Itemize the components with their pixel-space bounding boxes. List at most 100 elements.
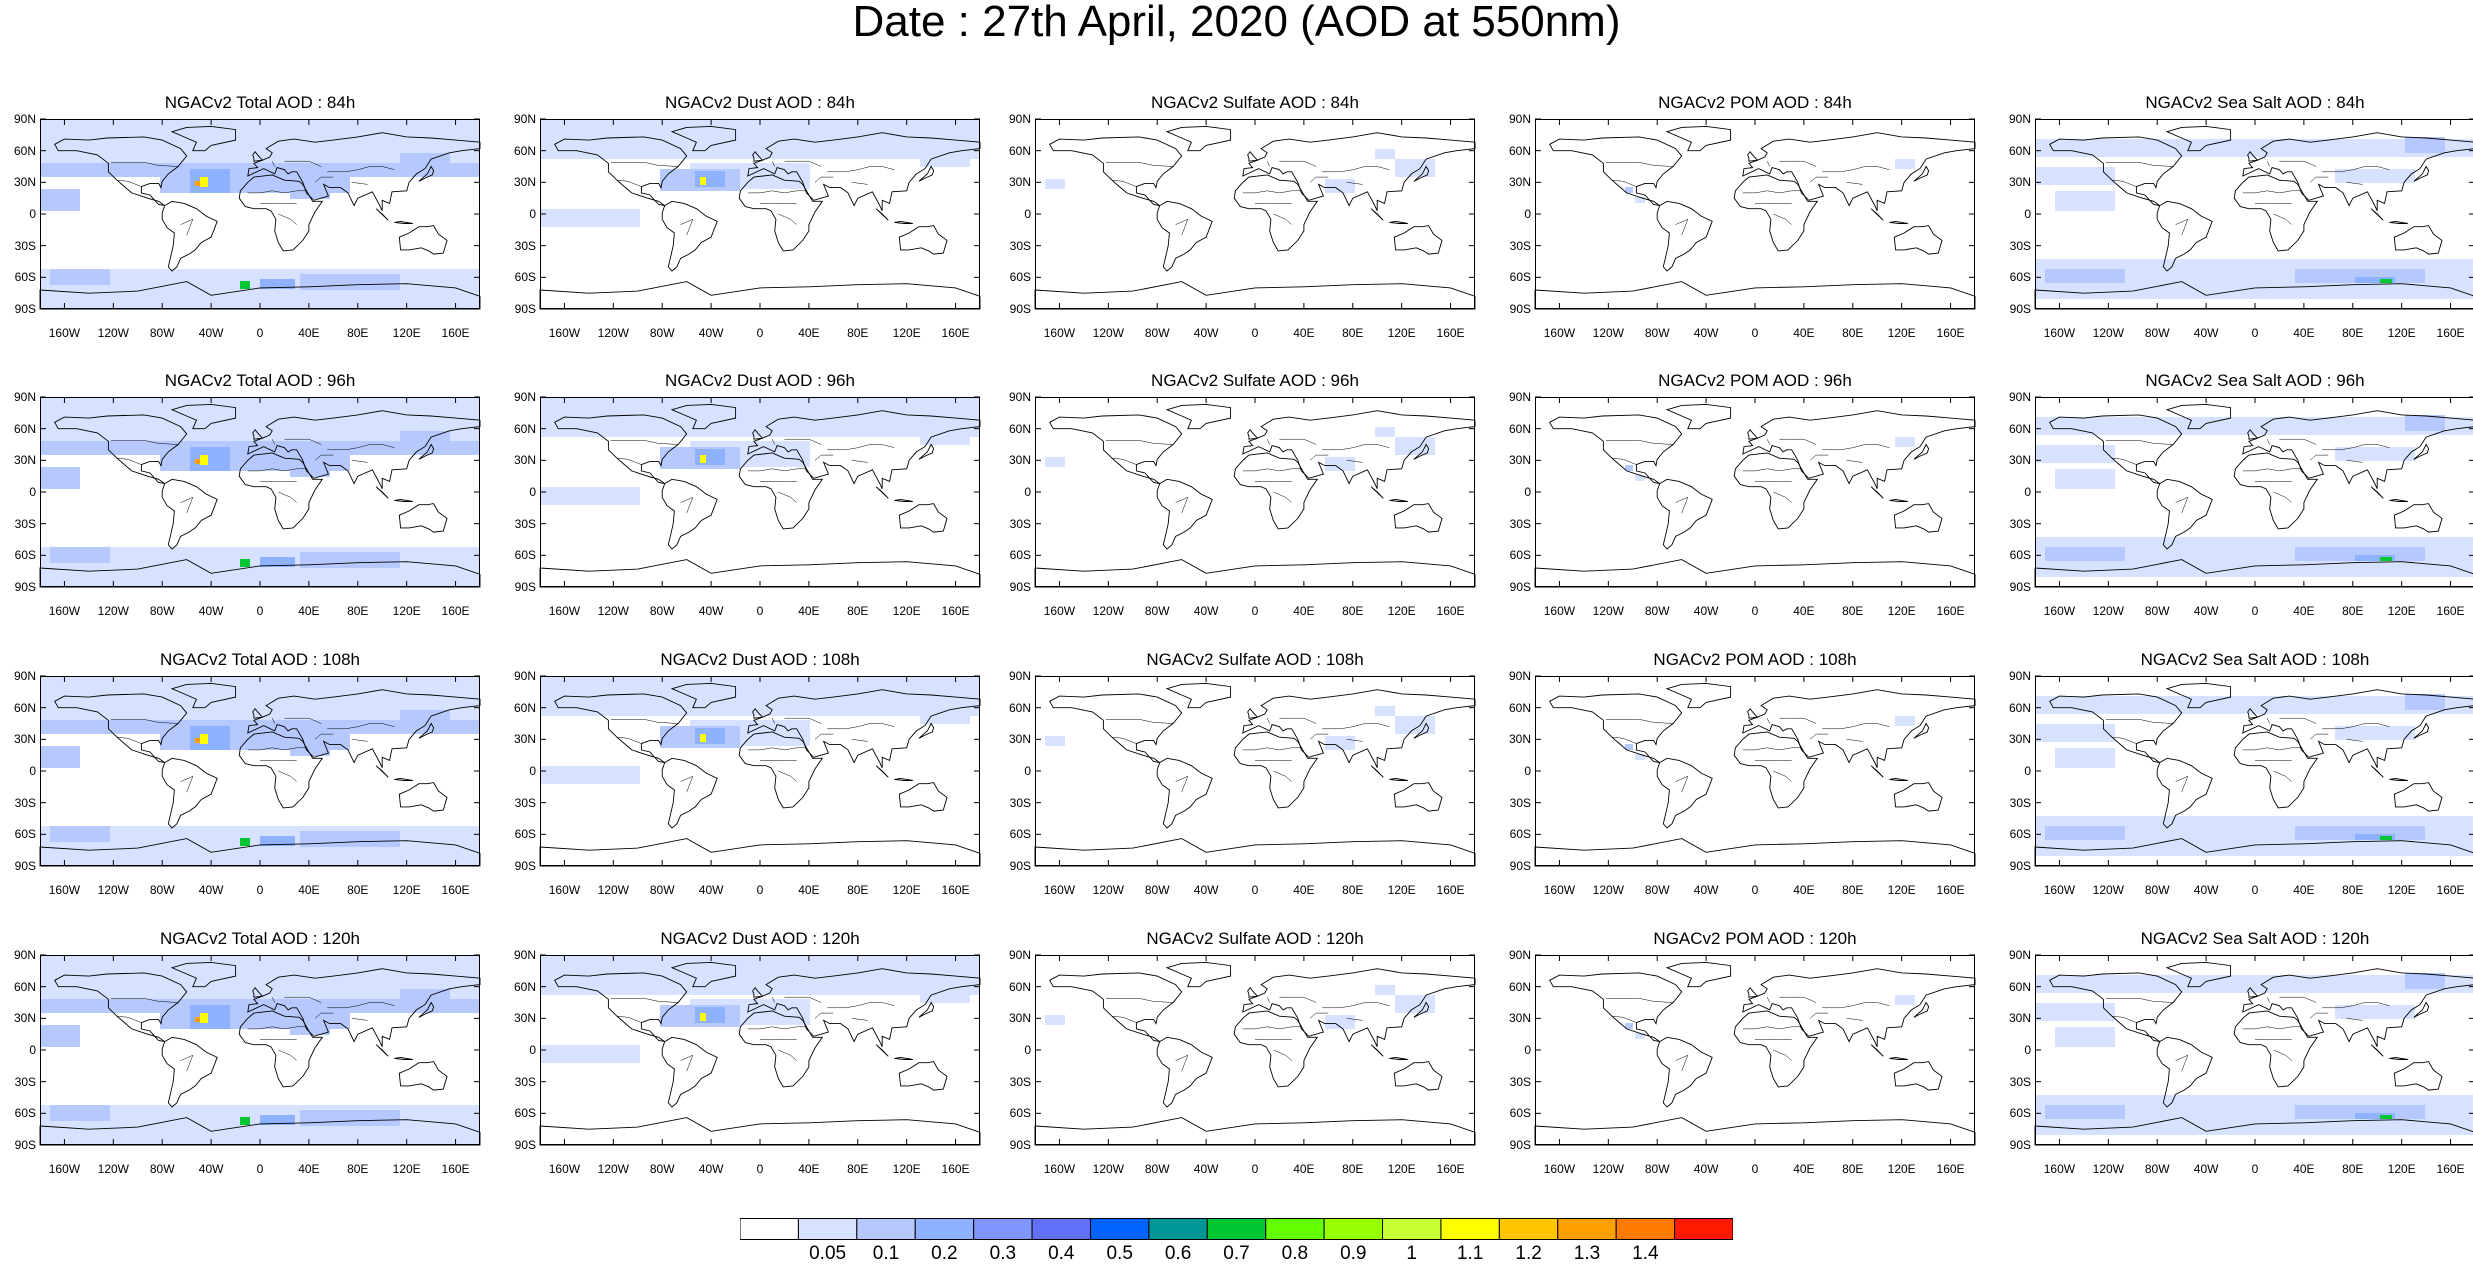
map-frame	[540, 676, 980, 866]
lat-label: 60N	[1995, 423, 2031, 435]
lat-label: 90N	[0, 949, 36, 961]
colorbar-label: 0.9	[1328, 1244, 1378, 1263]
lon-label: 0	[735, 884, 785, 896]
aod-field	[540, 766, 640, 784]
lon-label: 120E	[2377, 605, 2427, 617]
lon-label: 160E	[2426, 1163, 2473, 1175]
aod-map	[1535, 397, 1975, 587]
aod-map	[540, 676, 980, 866]
lat-label: 90N	[995, 670, 1031, 682]
lon-label: 160W	[539, 1163, 589, 1175]
lon-label: 80W	[137, 1163, 187, 1175]
lat-label: 90N	[995, 949, 1031, 961]
aod-field	[1395, 159, 1435, 177]
lat-label: 30S	[1495, 518, 1531, 530]
colorbar-segment	[1090, 1219, 1148, 1240]
lat-label: 90S	[500, 860, 536, 872]
aod-field	[1045, 457, 1065, 467]
map-frame	[40, 676, 480, 866]
map-frame	[1535, 955, 1975, 1145]
map-frame	[540, 397, 980, 587]
lon-label: 160W	[1034, 884, 1084, 896]
lon-label: 160E	[1426, 605, 1476, 617]
lon-label: 40W	[1181, 1163, 1231, 1175]
lon-label: 0	[1230, 1163, 1280, 1175]
panel-title: NGACv2 Sea Salt AOD : 84h	[2035, 93, 2473, 113]
lon-label: 40E	[1279, 884, 1329, 896]
lon-label: 80E	[333, 1163, 383, 1175]
lat-label: 60N	[0, 702, 36, 714]
lon-label: 80E	[1328, 605, 1378, 617]
lon-label: 120E	[1377, 327, 1427, 339]
colorbar-segment	[740, 1219, 798, 1240]
lat-label: 90N	[995, 113, 1031, 125]
lon-label: 40W	[2181, 605, 2231, 617]
lon-label: 40E	[284, 327, 334, 339]
aod-field	[1635, 754, 1645, 760]
panel-title: NGACv2 POM AOD : 96h	[1535, 371, 1975, 391]
colorbar-label: 1	[1387, 1244, 1437, 1263]
map-background	[1535, 955, 1975, 1145]
lat-label: 30S	[500, 797, 536, 809]
lon-label: 120E	[1877, 884, 1927, 896]
lon-label: 80E	[333, 605, 383, 617]
lat-label: 90N	[1495, 949, 1531, 961]
lon-label: 120E	[1377, 1163, 1427, 1175]
lat-label: 30N	[1495, 733, 1531, 745]
aod-field	[1045, 736, 1065, 746]
lon-label: 0	[1730, 327, 1780, 339]
lat-label: 90S	[995, 581, 1031, 593]
lat-label: 0	[995, 765, 1031, 777]
lon-label: 120W	[588, 1163, 638, 1175]
colorbar-label: 0.7	[1212, 1244, 1262, 1263]
aod-field	[200, 177, 208, 187]
lon-label: 160W	[1534, 327, 1584, 339]
lat-label: 30N	[500, 733, 536, 745]
map-frame	[40, 955, 480, 1145]
lon-label: 40E	[784, 1163, 834, 1175]
colorbar-segment	[915, 1219, 973, 1240]
lon-label: 40W	[1181, 327, 1231, 339]
lon-label: 160W	[39, 605, 89, 617]
map-frame	[1035, 119, 1475, 309]
lat-label: 30N	[1995, 733, 2031, 745]
aod-field	[2335, 447, 2415, 461]
aod-map	[40, 955, 480, 1145]
colorbar-label: 0.5	[1095, 1244, 1145, 1263]
lon-label: 80E	[1328, 1163, 1378, 1175]
lat-label: 60N	[500, 981, 536, 993]
lat-label: 90S	[995, 303, 1031, 315]
lon-label: 120E	[2377, 327, 2427, 339]
lon-label: 80W	[1632, 327, 1682, 339]
lon-label: 120E	[882, 327, 932, 339]
lat-label: 30S	[1995, 518, 2031, 530]
aod-map	[40, 397, 480, 587]
lat-label: 60S	[1495, 1107, 1531, 1119]
lat-label: 60S	[1495, 549, 1531, 561]
lon-label: 160W	[539, 884, 589, 896]
aod-field	[300, 274, 400, 290]
lat-label: 30S	[0, 797, 36, 809]
lat-label: 0	[1995, 486, 2031, 498]
lat-label: 90S	[500, 1139, 536, 1151]
aod-field	[2035, 1119, 2473, 1135]
lat-label: 60S	[500, 1107, 536, 1119]
lat-label: 90S	[1495, 581, 1531, 593]
aod-field	[50, 1105, 110, 1121]
aod-field	[540, 209, 640, 227]
lat-label: 90S	[0, 860, 36, 872]
lon-label: 0	[735, 605, 785, 617]
lat-label: 60N	[995, 702, 1031, 714]
lon-label: 120E	[1377, 605, 1427, 617]
panel-title: NGACv2 Total AOD : 108h	[40, 650, 480, 670]
lat-label: 0	[0, 765, 36, 777]
lon-label: 160E	[1426, 327, 1476, 339]
panel-title: NGACv2 Total AOD : 84h	[40, 93, 480, 113]
lat-label: 60N	[0, 423, 36, 435]
